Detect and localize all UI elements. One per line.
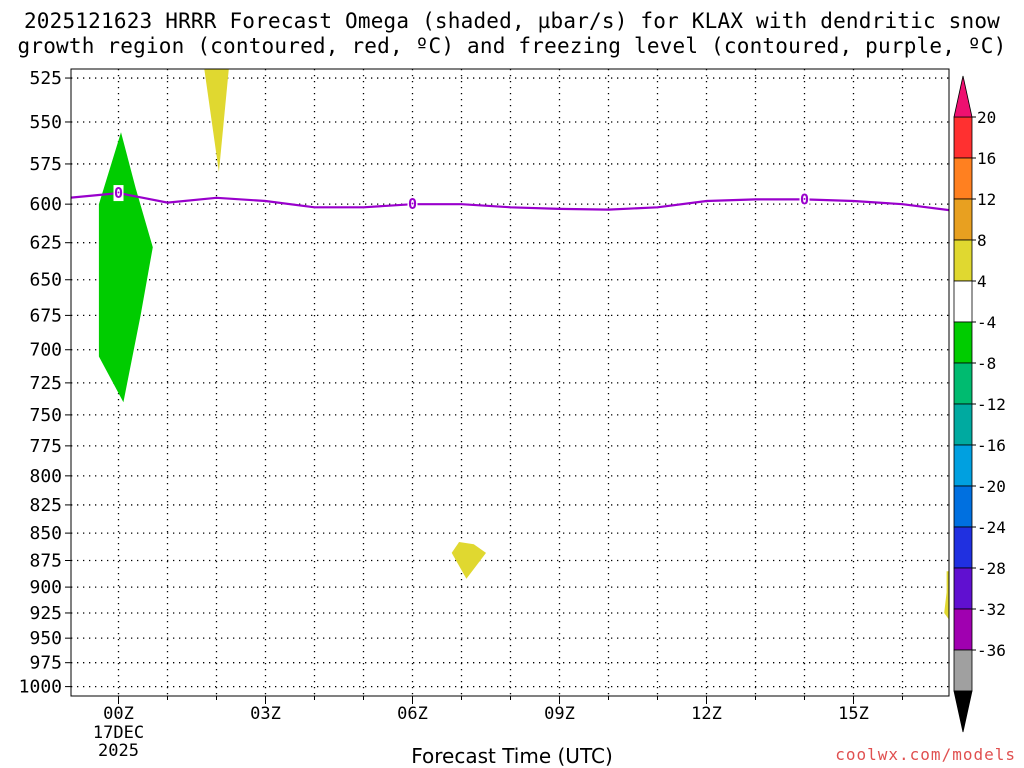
- y-tick-label: 950: [29, 628, 62, 649]
- freezing-level-label: 0: [114, 184, 123, 202]
- x-tick-label: 09Z: [544, 704, 575, 724]
- colorbar-swatch: [953, 157, 973, 200]
- contour-label-bg: [407, 196, 418, 213]
- y-tick-label: 750: [29, 405, 62, 426]
- colorbar-top-triangle: [953, 75, 973, 118]
- colorbar-label: -12: [977, 395, 1006, 414]
- colorbar-swatch: [953, 362, 973, 405]
- colorbar-label: -32: [977, 600, 1006, 619]
- y-tick-label: 525: [29, 68, 62, 89]
- colorbar-label: 8: [977, 231, 987, 250]
- x-tick-label: 06Z: [397, 704, 428, 724]
- y-tick-label: 775: [29, 436, 62, 457]
- freezing-level-layer: 0 0 0: [71, 184, 949, 213]
- y-tick-label: 675: [29, 305, 62, 326]
- colorbar-label: -4: [977, 313, 996, 332]
- colorbar-swatch: [953, 567, 973, 610]
- y-tick-label: 625: [29, 233, 62, 254]
- colorbar-swatch: [953, 403, 973, 446]
- x-tick-sublabel: 2025: [98, 741, 139, 761]
- y-tick-label: 725: [29, 373, 62, 394]
- y-tick-label: 650: [29, 270, 62, 291]
- colorbar-swatch: [953, 116, 973, 159]
- omega-shade-region: [944, 571, 949, 620]
- omega-shading-layer: [98, 69, 949, 620]
- colorbar-label: -24: [977, 518, 1006, 537]
- x-tick-label: 00Z: [103, 704, 134, 724]
- y-tick-label: 975: [29, 653, 62, 674]
- colorbar-label: 12: [977, 190, 996, 209]
- colorbar-bottom-triangle: [953, 690, 973, 733]
- credit-text: coolwx.com/models: [835, 745, 1016, 764]
- colorbar-swatch: [953, 280, 973, 323]
- contour-label-bg: [113, 185, 124, 202]
- colorbar-label: -16: [977, 436, 1006, 455]
- y-tick-label: 600: [29, 194, 62, 215]
- contour-label-bg: [799, 191, 810, 208]
- x-tick-label: 03Z: [250, 704, 281, 724]
- omega-shade-region: [204, 69, 229, 173]
- freezing-level-line: [71, 191, 949, 212]
- x-tick-label: 15Z: [838, 704, 869, 724]
- colorbar-label: 20: [977, 108, 996, 127]
- freezing-level-label: 0: [408, 195, 417, 213]
- y-tick-label: 900: [29, 577, 62, 598]
- colorbar: 20 16 12 8 4 -4 -8 -12 -16 -20 -24 -28 -32 -36: [953, 75, 1006, 733]
- colorbar-swatch: [953, 198, 973, 241]
- y-axis: 525 550 575 600 625 650 675 700 725 750 775 800 825 8…: [19, 68, 71, 698]
- omega-shade-region: [451, 542, 486, 579]
- colorbar-swatch: [953, 444, 973, 487]
- y-tick-label: 575: [29, 154, 62, 175]
- chart-title-line-2: growth region (contoured, red, ºC) and f…: [17, 34, 1007, 58]
- colorbar-swatch: [953, 526, 973, 569]
- y-tick-label: 925: [29, 603, 62, 624]
- y-tick-label: 550: [29, 112, 62, 133]
- colorbar-swatch: [953, 239, 973, 282]
- colorbar-label: -36: [977, 641, 1006, 660]
- freezing-level-label: 0: [800, 190, 809, 208]
- colorbar-label: 16: [977, 149, 996, 168]
- colorbar-label: -20: [977, 477, 1006, 496]
- y-tick-label: 1000: [19, 677, 62, 698]
- colorbar-swatch: [953, 321, 973, 364]
- colorbar-swatch: [953, 608, 973, 651]
- colorbar-label: -8: [977, 354, 996, 373]
- x-tick-sublabel: 17DEC: [93, 723, 144, 743]
- y-tick-label: 875: [29, 550, 62, 571]
- colorbar-swatch: [953, 649, 973, 692]
- x-tick-label: 12Z: [691, 704, 722, 724]
- x-axis-title: Forecast Time (UTC): [411, 744, 613, 768]
- colorbar-label: 4: [977, 272, 987, 291]
- colorbar-swatch: [953, 485, 973, 528]
- grid-layer: [71, 69, 949, 696]
- y-tick-label: 825: [29, 495, 62, 516]
- chart-title-line-1: 2025121623 HRRR Forecast Omega (shaded, …: [23, 9, 1001, 33]
- colorbar-label: -28: [977, 559, 1006, 578]
- y-tick-label: 800: [29, 466, 62, 487]
- omega-shade-region: [98, 132, 153, 403]
- y-tick-label: 700: [29, 340, 62, 361]
- y-tick-label: 850: [29, 523, 62, 544]
